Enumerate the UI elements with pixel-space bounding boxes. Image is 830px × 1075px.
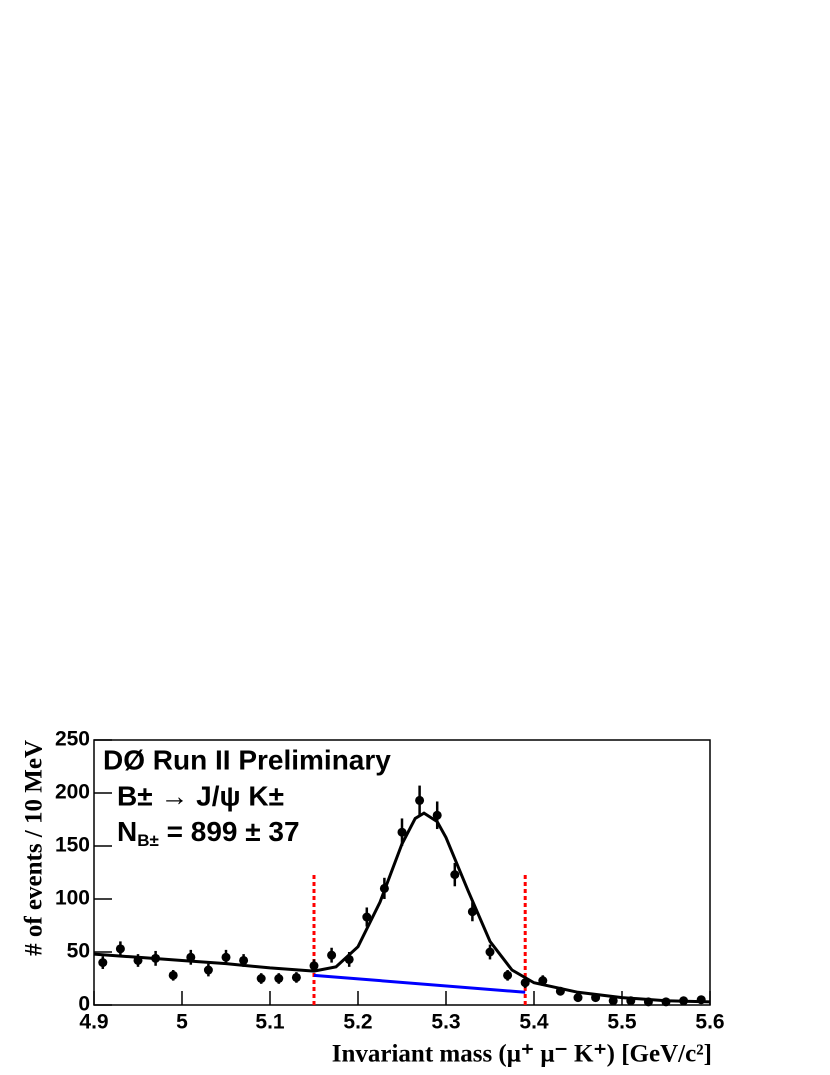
data-point [221,952,231,962]
data-point [538,976,548,986]
x-tick-label: 4.9 [79,1011,108,1034]
data-point [168,970,178,980]
data-point [256,974,266,983]
plot-frame [93,739,711,1006]
x-tick-label: 5.4 [519,1011,549,1034]
yield-main: N [117,816,137,847]
data-point [608,996,618,1006]
yield-label: NB± = 899 ± 37 [117,816,300,850]
data-point [344,954,354,964]
data-point [450,870,460,880]
y-axis-title: # of events / 10 MeV [21,740,48,956]
data-point [661,997,671,1007]
data-point [696,995,706,1005]
data-point [591,993,601,1003]
data-point [679,996,689,1006]
x-tick-label: 5.3 [431,1011,460,1034]
annotation: DØ Run II Preliminary [103,744,391,775]
x-tick-label: 5.2 [343,1011,372,1034]
y-tick-label: 0 [78,993,90,1016]
data-point [239,955,249,965]
data-point [274,974,284,983]
x-tick-label: 5.1 [255,1011,285,1034]
data-point [503,970,513,980]
data-point [397,827,407,837]
y-tick-label: 50 [67,940,90,963]
data-point [309,961,319,971]
data-point [98,958,108,968]
fit-curve [93,811,711,1004]
data-point [643,997,653,1007]
data-point [203,965,213,975]
yield-rest: = 899 ± 37 [159,816,300,847]
data-point [467,907,477,917]
data-point [186,952,196,962]
y-tick-label: 100 [55,887,90,910]
data-point [520,978,530,988]
x-axis-title: Invariant mass (μ⁺ μ⁻ K⁺) [GeV/c²] [332,1041,712,1068]
data-point [151,953,161,963]
data-point [626,996,636,1006]
data-point [485,947,495,957]
data-point [115,944,125,954]
data-point [291,972,301,982]
data-point [555,986,565,996]
y-tick-label: 250 [55,728,90,751]
background-line [313,973,526,994]
x-tick-label: 5.5 [607,1011,637,1034]
y-tick-label: 200 [55,781,90,804]
data-point [133,955,143,965]
x-tick-label: 5.6 [695,1011,724,1034]
x-tick-label: 5 [176,1011,188,1034]
yield-sub: B± [137,831,159,850]
data-point [327,950,337,960]
data-point [379,883,389,893]
data-point [415,795,425,805]
data-point [573,993,583,1003]
annotation: B± → J/ψ K± [117,780,284,811]
data-point [432,810,442,820]
y-tick-label: 150 [55,834,90,857]
data-point [362,912,372,922]
